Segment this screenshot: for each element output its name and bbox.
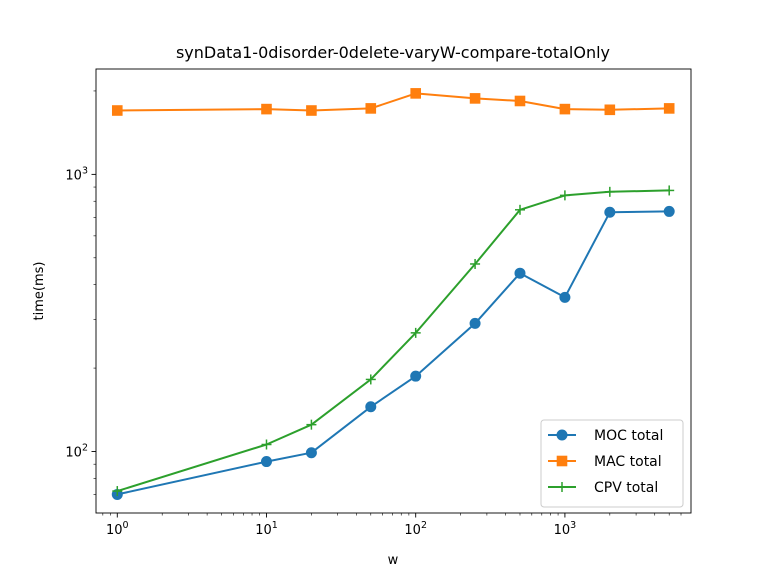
x-tick-label-base: 10	[255, 523, 272, 538]
data-point	[112, 486, 123, 497]
data-point	[514, 204, 525, 215]
data-point	[514, 95, 526, 107]
legend-marker	[556, 455, 568, 467]
y-tick-label-base: 10	[65, 446, 82, 461]
data-point	[365, 401, 377, 413]
y-tick-label: 103	[65, 165, 88, 183]
minor-ticks	[93, 90, 682, 516]
data-point	[261, 439, 272, 450]
x-tick-label-exponent: 0	[123, 520, 129, 531]
x-tick-label-base: 10	[404, 523, 421, 538]
data-point	[365, 103, 377, 114]
data-point	[559, 190, 570, 201]
y-tick-label-exponent: 3	[82, 165, 88, 176]
legend-label: MOC total	[594, 428, 663, 444]
data-point	[604, 206, 616, 218]
legend-label: CPV total	[594, 480, 658, 496]
data-point	[559, 291, 571, 303]
x-tick-label: 102	[404, 520, 427, 538]
series-layer	[111, 88, 675, 500]
data-point	[664, 185, 675, 196]
x-axis-label: w	[388, 553, 399, 568]
data-point	[514, 267, 526, 279]
data-point	[260, 456, 272, 468]
data-point	[410, 327, 421, 338]
x-tick-label-exponent: 3	[570, 520, 576, 531]
data-point	[559, 103, 571, 115]
data-point	[604, 186, 615, 197]
data-point	[663, 205, 675, 217]
data-point	[365, 374, 376, 385]
y-tick-label-exponent: 2	[82, 443, 88, 454]
x-tick-label: 103	[554, 520, 577, 538]
y-tick-label: 102	[65, 443, 88, 461]
legend-marker	[556, 429, 568, 441]
data-point	[469, 93, 481, 104]
chart-title: synData1-0disorder-0delete-varyW-compare…	[176, 43, 610, 62]
y-tick-label-base: 10	[65, 168, 82, 183]
data-point	[470, 258, 481, 269]
data-point	[305, 447, 317, 459]
series-line	[117, 210, 670, 496]
x-tick-label-exponent: 2	[421, 520, 427, 531]
series-line	[117, 189, 670, 493]
series-line	[117, 92, 670, 112]
data-point	[604, 104, 616, 116]
x-tick-label: 100	[106, 520, 129, 538]
series-1	[111, 88, 675, 116]
data-point	[410, 88, 421, 99]
data-point	[410, 370, 422, 382]
data-point	[663, 103, 675, 114]
x-tick-label-base: 10	[554, 523, 571, 538]
y-axis-label: time(ms)	[32, 262, 47, 321]
data-point	[111, 105, 123, 116]
x-tick-label-base: 10	[106, 523, 123, 538]
data-point	[306, 105, 317, 116]
data-point	[261, 103, 272, 115]
data-point	[306, 419, 317, 430]
legend-label: MAC total	[594, 454, 662, 470]
legend-box	[540, 419, 684, 508]
legend-marker	[557, 482, 567, 492]
x-tick-label-exponent: 1	[272, 520, 278, 531]
legend: MOC total MAC total CPV total	[540, 419, 684, 508]
series-2	[112, 185, 675, 497]
data-point	[469, 317, 481, 329]
series-0	[111, 205, 675, 500]
x-tick-label: 101	[255, 520, 278, 538]
